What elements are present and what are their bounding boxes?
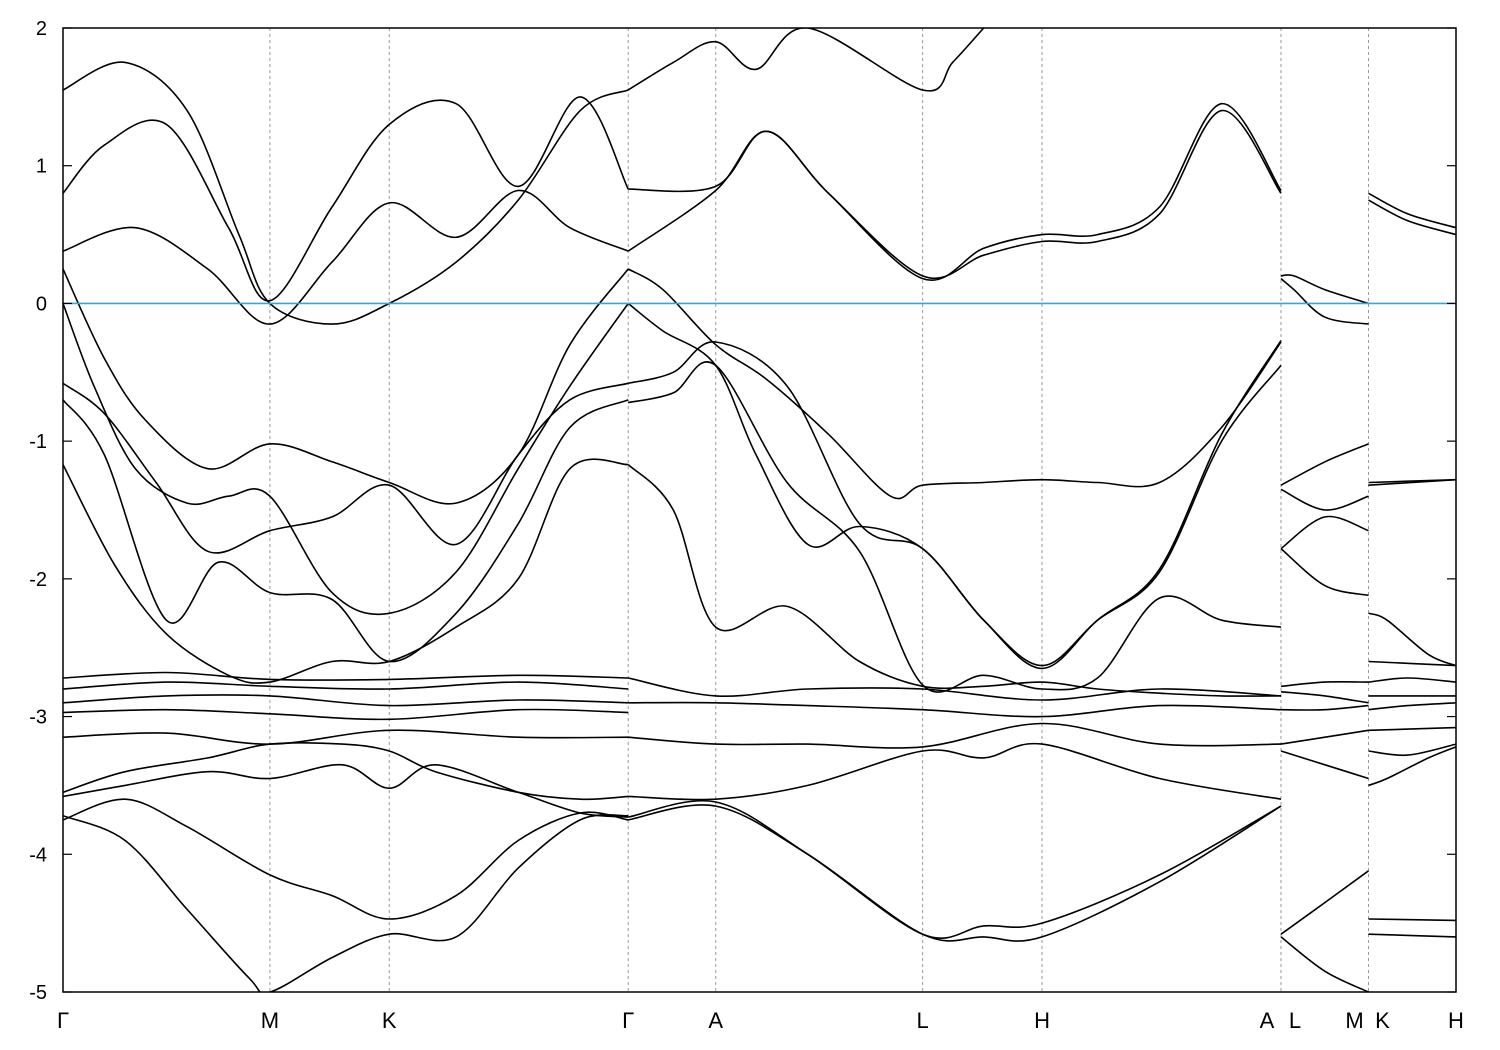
band-line-43 [1280,936,1369,992]
band-line-1 [63,96,629,302]
x-tick-label: M [261,1008,279,1033]
band-line-18 [627,302,1282,667]
band-line-31 [1280,274,1369,305]
x-tick-label: H [1034,1008,1050,1033]
band-line-27 [628,804,1282,942]
band-line-55 [1368,746,1456,787]
band-line-52 [1368,702,1456,711]
x-tick-label: K [382,1008,397,1033]
band-line-40 [1280,729,1369,745]
band-line-26 [628,800,1282,939]
band-line-3 [63,268,629,505]
band-line-53 [1368,726,1456,732]
band-line-24 [628,722,1282,749]
band-line-16 [63,813,629,992]
band-line-41 [1280,750,1369,780]
band-line-33 [1280,443,1369,486]
x-tick-label: K [1375,1008,1390,1033]
y-tick-label: -5 [29,982,47,1004]
y-tick-label: 2 [36,18,47,40]
band-line-57 [1368,933,1456,938]
x-tick-label: A [708,1008,723,1033]
band-line-49 [1368,660,1456,667]
band-line-4 [63,302,629,616]
band-line-38 [1280,691,1369,704]
x-tick-label: Γ [57,1008,69,1033]
band-line-17 [627,268,1282,500]
band-line-21 [627,464,1282,697]
band-line-2 [63,189,629,325]
band-line-23 [628,701,1282,718]
high-symmetry-gridlines [269,28,1369,992]
band-line-39 [1280,704,1369,711]
band-line-47 [1368,478,1456,486]
band-line-29 [628,102,1282,281]
band-line-7 [63,458,629,684]
x-tick-label: Γ [622,1008,634,1033]
y-tick-label: 0 [36,293,47,315]
band-line-44 [1368,192,1456,229]
band-line-32 [1280,278,1369,325]
band-line-11 [63,708,629,721]
y-tick-label: -2 [29,569,47,591]
band-line-28 [627,109,1282,279]
band-line-12 [63,729,629,745]
band-line-30 [627,28,985,92]
band-lines [63,28,1456,992]
band-line-37 [1280,681,1369,688]
band-line-15 [63,798,629,920]
band-line-34 [1280,488,1369,511]
x-tick-label: A [1260,1008,1275,1033]
y-tick-label: -3 [29,707,47,729]
x-tick-label: H [1448,1008,1464,1033]
x-tick-label: M [1345,1008,1363,1033]
band-line-6 [63,399,629,663]
band-line-56 [1368,918,1456,922]
y-axis: 2 1 0 -1 -2 -3 -4 -5 [29,18,1456,1004]
band-line-10 [63,694,629,707]
band-line-54 [1368,743,1456,757]
x-tick-label: L [917,1008,929,1033]
band-line-50 [1368,677,1456,683]
band-line-8 [63,671,629,681]
band-line-14 [63,763,629,818]
band-line-22 [628,677,1282,701]
band-line-48 [1368,612,1456,667]
band-line-35 [1280,515,1369,550]
band-line-25 [628,742,1282,801]
band-line-13 [63,741,629,801]
y-tick-label: -4 [29,844,47,866]
band-line-36 [1280,547,1369,597]
band-line-19 [628,340,1282,670]
band-line-42 [1280,870,1369,935]
band-line-5 [63,382,629,554]
y-tick-label: -1 [29,431,47,453]
y-tick-label: 1 [36,156,47,178]
plot-frame [62,27,1457,993]
band-line-9 [63,681,629,690]
band-line-0 [63,61,629,325]
x-tick-label: L [1289,1008,1301,1033]
band-line-45 [1368,199,1456,236]
